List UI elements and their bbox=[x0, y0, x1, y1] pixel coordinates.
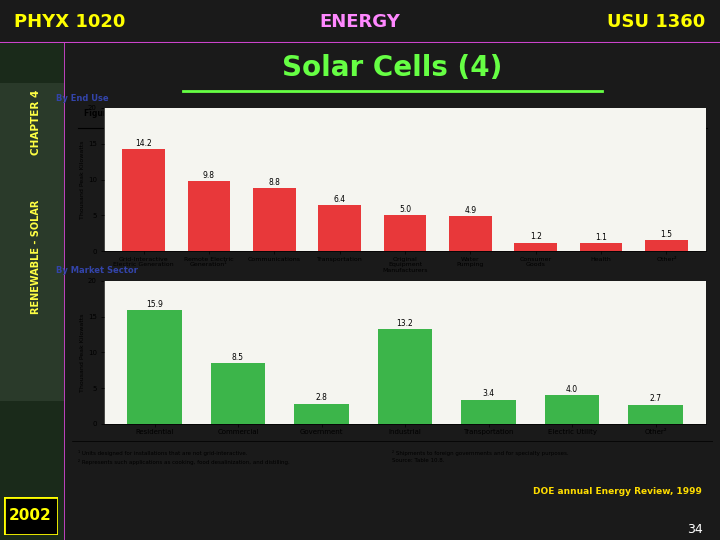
Text: Solar Cells (4): Solar Cells (4) bbox=[282, 53, 503, 82]
Text: 2.8: 2.8 bbox=[315, 394, 328, 402]
Text: 2.7: 2.7 bbox=[649, 394, 662, 403]
Text: USU 1360: USU 1360 bbox=[608, 12, 706, 31]
Text: 1.5: 1.5 bbox=[660, 230, 672, 239]
Bar bbox=[294, 404, 348, 424]
Text: 8.5: 8.5 bbox=[232, 353, 244, 362]
Text: ² Shipments to foreign governments and for specialty purposes.
Source: Table 10.: ² Shipments to foreign governments and f… bbox=[392, 450, 569, 463]
Text: 9.8: 9.8 bbox=[203, 171, 215, 179]
Text: PHYX 1020: PHYX 1020 bbox=[14, 12, 126, 31]
FancyBboxPatch shape bbox=[4, 497, 58, 535]
Bar bbox=[122, 150, 165, 251]
Bar bbox=[449, 216, 492, 251]
Bar bbox=[645, 240, 688, 251]
Text: Figure 10.8  Photovoltaic Cell and Module Shipments by End Use and Market Sector: Figure 10.8 Photovoltaic Cell and Module… bbox=[84, 109, 473, 118]
Y-axis label: Thousand Peak Kilowatts: Thousand Peak Kilowatts bbox=[80, 140, 85, 219]
Text: 3.4: 3.4 bbox=[482, 389, 495, 398]
Text: 6.4: 6.4 bbox=[333, 195, 346, 204]
Y-axis label: Thousand Peak Kilowatts: Thousand Peak Kilowatts bbox=[80, 313, 85, 392]
Text: 14.2: 14.2 bbox=[135, 139, 152, 148]
Bar bbox=[378, 329, 432, 424]
Text: ¹ Units designed for installations that are not grid-interactive.
² Represents s: ¹ Units designed for installations that … bbox=[78, 450, 290, 465]
Text: 34: 34 bbox=[687, 523, 703, 536]
Text: By End Use: By End Use bbox=[56, 94, 109, 103]
Bar bbox=[318, 205, 361, 251]
Text: 13.2: 13.2 bbox=[397, 319, 413, 328]
Bar bbox=[253, 188, 295, 251]
Bar bbox=[127, 310, 181, 424]
Text: 1.1: 1.1 bbox=[595, 233, 607, 242]
Bar bbox=[580, 243, 622, 251]
Bar bbox=[462, 400, 516, 424]
Text: 5.0: 5.0 bbox=[399, 205, 411, 214]
Bar bbox=[384, 215, 426, 251]
Text: 15.9: 15.9 bbox=[146, 300, 163, 309]
Text: 4.9: 4.9 bbox=[464, 206, 477, 214]
Text: 1.2: 1.2 bbox=[530, 232, 541, 241]
Text: RENEWABLE - SOLAR: RENEWABLE - SOLAR bbox=[31, 200, 40, 314]
Text: 4.0: 4.0 bbox=[566, 385, 578, 394]
Text: 2002: 2002 bbox=[9, 508, 52, 523]
Bar bbox=[515, 242, 557, 251]
Bar bbox=[188, 181, 230, 251]
Text: 8.8: 8.8 bbox=[269, 178, 280, 187]
Text: DOE annual Energy Review, 1999: DOE annual Energy Review, 1999 bbox=[534, 487, 702, 496]
Text: By Market Sector: By Market Sector bbox=[56, 267, 138, 275]
Text: CHAPTER 4: CHAPTER 4 bbox=[31, 90, 40, 156]
Bar bbox=[629, 404, 683, 424]
Bar bbox=[0, 83, 65, 401]
Bar bbox=[545, 395, 599, 424]
Bar bbox=[211, 363, 265, 424]
Text: ENERGY: ENERGY bbox=[320, 12, 400, 31]
